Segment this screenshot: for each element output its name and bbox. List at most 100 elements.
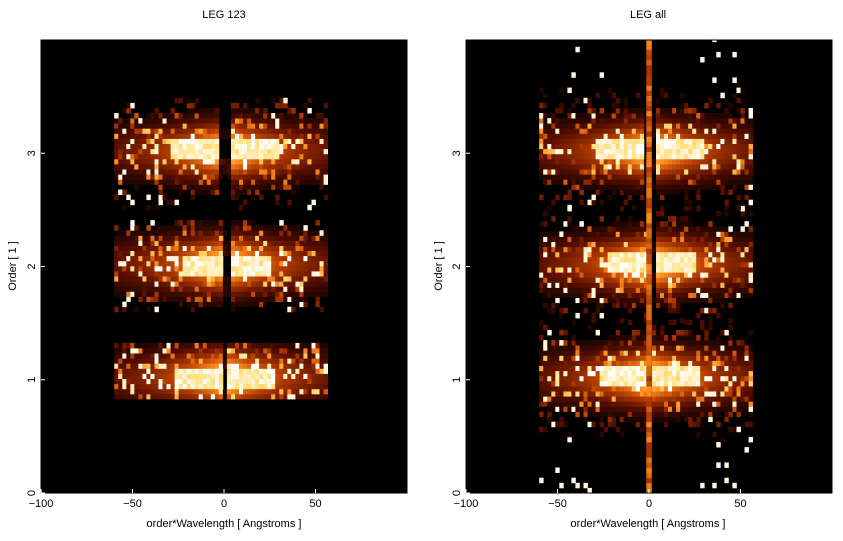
heatmap-cell [154, 245, 159, 251]
heatmap-cell [627, 355, 633, 361]
heatmap-cell [190, 133, 196, 139]
heatmap-cell [740, 123, 745, 129]
heatmap-cell [283, 296, 288, 302]
heatmap-cell [214, 158, 220, 165]
heatmap-cell [700, 251, 705, 258]
heatmap-cell [599, 199, 604, 206]
heatmap-cell [575, 355, 580, 361]
heatmap-cell [206, 148, 212, 155]
heatmap-cell [676, 108, 681, 114]
heatmap-cell [643, 128, 649, 134]
heatmap-cell [744, 345, 749, 351]
heatmap-cell [688, 133, 693, 139]
heatmap-cell [607, 133, 612, 139]
heatmap-cell [263, 169, 268, 175]
heatmap-cell [243, 281, 248, 287]
heatmap-cell [680, 108, 685, 114]
heatmap-cell [684, 241, 689, 248]
heatmap-cell [307, 286, 312, 292]
heatmap-cell [571, 287, 576, 293]
heatmap-cell [287, 271, 292, 277]
heatmap-cell [708, 174, 713, 180]
heatmap-cell [307, 383, 312, 390]
heatmap-cell [603, 256, 608, 263]
heatmap-cell [672, 411, 677, 417]
heatmap-cell [122, 138, 127, 144]
heatmap-cell [255, 393, 260, 400]
heatmap-cell [231, 271, 236, 277]
heatmap-cell [190, 378, 196, 385]
heatmap-cell [696, 406, 701, 412]
heatmap-cell [603, 148, 608, 155]
heatmap-cell [126, 128, 131, 134]
heatmap-cell [231, 169, 236, 175]
heatmap-cell [676, 287, 681, 293]
heatmap-cell [142, 368, 147, 374]
heatmap-cell [263, 153, 268, 160]
heatmap-cell [130, 353, 135, 359]
heatmap-cell [646, 90, 652, 96]
heatmap-cell [247, 286, 252, 292]
heatmap-cell [740, 108, 745, 114]
heatmap-cell [251, 123, 256, 129]
heatmap-cell [295, 291, 300, 297]
heatmap-cell [122, 204, 127, 211]
heatmap-cell [271, 240, 276, 246]
heatmap-cell [672, 319, 677, 326]
heatmap-cell [619, 246, 625, 253]
heatmap-cell [271, 179, 276, 185]
heatmap-cell [271, 271, 276, 277]
heatmap-cell [559, 246, 564, 253]
heatmap-cell [158, 393, 163, 400]
heatmap-cell [287, 240, 292, 246]
heatmap-cell [315, 363, 320, 369]
heatmap-cell [664, 396, 669, 402]
heatmap-cell [748, 277, 753, 283]
heatmap-cell [631, 350, 637, 356]
heatmap-cell [283, 358, 288, 364]
heatmap-cell [239, 164, 244, 170]
heatmap-cell [174, 179, 179, 185]
heatmap-cell [178, 271, 183, 277]
heatmap-cell [214, 378, 220, 385]
heatmap-cell [547, 256, 552, 263]
heatmap-cell [646, 345, 652, 351]
heatmap-cell [732, 92, 737, 99]
heatmap-cell [251, 286, 256, 292]
heatmap-cell [142, 276, 147, 282]
heatmap-cell [271, 250, 276, 257]
heatmap-cell [720, 189, 725, 195]
heatmap-cell [243, 169, 248, 175]
heatmap-cell [226, 240, 232, 246]
heatmap-cell [303, 301, 308, 308]
heatmap-cell [182, 388, 187, 395]
heatmap-cell [595, 118, 600, 124]
heatmap-cell [700, 179, 705, 185]
heatmap-cell [210, 118, 216, 124]
heatmap-cell [664, 272, 669, 278]
heatmap-cell [283, 123, 288, 129]
heatmap-cell [166, 158, 171, 165]
heatmap-cell [748, 360, 753, 366]
heatmap-cell [623, 97, 629, 104]
heatmap-cell [623, 375, 629, 382]
heatmap-cell [235, 393, 240, 400]
heatmap-cell [627, 221, 633, 227]
heatmap-cell [579, 184, 584, 190]
heatmap-cell [210, 153, 216, 160]
heatmap-cell [182, 225, 187, 231]
heatmap-cell [186, 113, 192, 119]
heatmap-cell [138, 143, 143, 150]
heatmap-cell [170, 388, 175, 395]
heatmap-cell [587, 272, 592, 278]
heatmap-cell [239, 108, 244, 114]
heatmap-cell [118, 230, 123, 236]
heatmap-cell [595, 406, 600, 412]
heatmap-cell [559, 370, 564, 377]
heatmap-cell [202, 291, 208, 297]
heatmap-cell [130, 281, 135, 287]
heatmap-cell [299, 123, 304, 129]
heatmap-cell [688, 335, 693, 341]
heatmap-cell [263, 286, 268, 292]
heatmap-cell [178, 230, 183, 236]
